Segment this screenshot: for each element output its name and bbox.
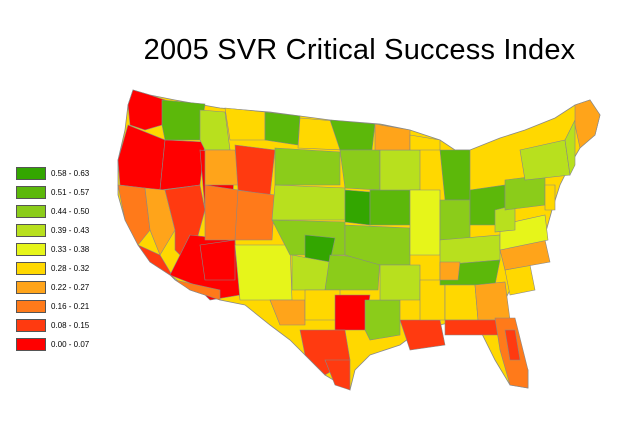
region-la	[399, 319, 446, 351]
region-wa-east	[161, 99, 206, 141]
legend-item: 0.51 - 0.57	[16, 183, 89, 202]
region-ga	[474, 281, 511, 321]
region-il	[409, 189, 441, 256]
legend-item: 0.33 - 0.38	[16, 240, 89, 259]
region-wy-west	[204, 149, 241, 186]
region-maine	[574, 99, 601, 149]
legend-item: 0.44 - 0.50	[16, 202, 89, 221]
region-new-england	[564, 119, 576, 176]
legend-swatch	[16, 167, 46, 180]
region-mn-green	[344, 189, 371, 226]
region-nm-west	[199, 239, 236, 281]
region-tx-west	[269, 299, 306, 326]
region-tn-orange	[439, 261, 461, 281]
region-fl-panhandle	[444, 319, 501, 336]
legend-swatch	[16, 205, 46, 218]
region-mt-west	[224, 107, 266, 141]
legend-item: 0.58 - 0.63	[16, 164, 89, 183]
region-ar	[379, 264, 421, 301]
region-wy	[234, 144, 276, 196]
region-n-california	[117, 184, 151, 246]
legend-swatch	[16, 338, 46, 351]
region-nj	[544, 184, 556, 211]
legend-label: 0.44 - 0.50	[51, 207, 90, 216]
legend-label: 0.08 - 0.15	[51, 321, 90, 330]
legend-label: 0.51 - 0.57	[51, 188, 90, 197]
legend-swatch	[16, 186, 46, 199]
region-mi	[439, 149, 471, 201]
region-co-west	[204, 184, 239, 241]
map-title: 2005 SVR Critical Success Index	[143, 34, 576, 66]
region-s-arizona	[174, 279, 221, 301]
legend-item: 0.28 - 0.32	[16, 259, 89, 278]
region-ia	[369, 189, 411, 226]
legend-item: 0.08 - 0.15	[16, 316, 89, 335]
region-nm	[234, 244, 293, 301]
region-sd	[274, 147, 341, 186]
region-co	[234, 189, 276, 241]
region-ms	[419, 279, 446, 321]
legend-label: 0.33 - 0.38	[51, 245, 90, 254]
region-in	[439, 199, 471, 241]
legend-label: 0.58 - 0.63	[51, 169, 90, 178]
legend-label: 0.28 - 0.32	[51, 264, 90, 273]
region-or-east	[159, 139, 206, 191]
region-idaho	[199, 109, 231, 151]
region-mn-north	[374, 123, 411, 151]
legend-label: 0.16 - 0.21	[51, 302, 90, 311]
region-wi	[379, 149, 421, 191]
legend-item: 0.00 - 0.07	[16, 335, 89, 354]
region-tx-coast	[324, 359, 351, 391]
region-tx-east	[364, 299, 401, 341]
region-mn	[339, 149, 381, 191]
legend-label: 0.39 - 0.43	[51, 226, 90, 235]
legend-swatch	[16, 262, 46, 275]
legend-item: 0.39 - 0.43	[16, 221, 89, 240]
legend-swatch	[16, 224, 46, 237]
legend: 0.58 - 0.63 0.51 - 0.57 0.44 - 0.50 0.39…	[16, 164, 89, 354]
legend-item: 0.16 - 0.21	[16, 297, 89, 316]
legend-swatch	[16, 243, 46, 256]
legend-swatch	[16, 281, 46, 294]
region-s-california	[137, 244, 176, 281]
legend-label: 0.22 - 0.27	[51, 283, 90, 292]
region-c-california	[144, 187, 176, 256]
legend-label: 0.00 - 0.07	[51, 340, 90, 349]
region-al	[444, 284, 479, 321]
region-mt-east	[264, 111, 301, 146]
legend-swatch	[16, 300, 46, 313]
region-wa	[127, 89, 166, 131]
legend-item: 0.22 - 0.27	[16, 278, 89, 297]
region-mi-upper	[409, 134, 441, 151]
region-fl-center	[504, 329, 521, 361]
legend-swatch	[16, 319, 46, 332]
region-ne	[271, 184, 346, 221]
